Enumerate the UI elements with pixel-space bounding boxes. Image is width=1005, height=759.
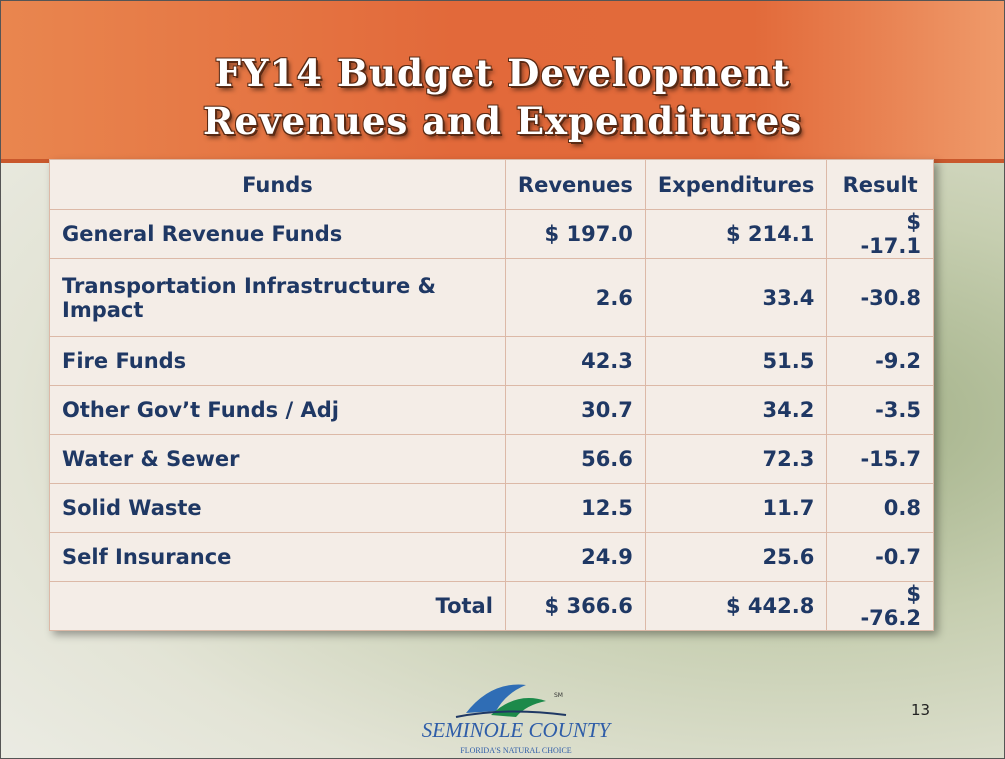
header-row: Funds Revenues Expenditures Result <box>49 159 934 210</box>
table-row: Water & Sewer 56.6 72.3 -15.7 <box>49 434 934 484</box>
fund-name: Self Insurance <box>49 532 506 582</box>
amount: 42.3 <box>504 336 646 386</box>
logo: SM SEMINOLE COUNTY FLORIDA'S NATURAL CHO… <box>422 684 613 755</box>
table-row: Other Gov’t Funds / Adj 30.7 34.2 -3.5 <box>49 385 934 435</box>
subtitle: Revenues and Expenditures <box>202 99 803 143</box>
amount: 24.9 <box>504 532 646 582</box>
amount: $ -17.1 <box>826 209 934 259</box>
table-row: Fire Funds 42.3 51.5 -9.2 <box>49 336 934 386</box>
amount: $ -76.2 <box>826 581 934 631</box>
amount: $ 366.6 <box>504 581 646 631</box>
logo-name: SEMINOLE COUNTY <box>422 718 613 742</box>
amount: 34.2 <box>644 385 828 435</box>
title: FY14 Budget Development <box>214 51 791 95</box>
amount: -0.7 <box>826 532 934 582</box>
amount: 11.7 <box>644 483 828 533</box>
budget-table: Funds Revenues Expenditures Result General R… <box>49 159 934 631</box>
amount: $ 442.8 <box>644 581 828 631</box>
fund-name: Fire Funds <box>49 336 506 386</box>
table-row: Total $ 366.6 $ 442.8 $ -76.2 <box>49 581 934 631</box>
amount: $ 197.0 <box>504 209 646 259</box>
amount: $ 214.1 <box>644 209 828 259</box>
page-number: 13 <box>911 701 931 719</box>
logo-shape <box>466 684 526 713</box>
fund-name: Water & Sewer <box>49 434 506 484</box>
amount: 25.6 <box>644 532 828 582</box>
amount: 33.4 <box>644 258 828 337</box>
amount: 30.7 <box>504 385 646 435</box>
fund-name: Other Gov’t Funds / Adj <box>49 385 506 435</box>
amount: 56.6 <box>504 434 646 484</box>
logo-mark: SM <box>554 692 563 699</box>
amount: 12.5 <box>504 483 646 533</box>
amount: -30.8 <box>826 258 934 337</box>
column-header: Funds <box>49 159 506 210</box>
column-header: Result <box>826 159 934 210</box>
column-header: Expenditures <box>644 159 828 210</box>
amount: -15.7 <box>826 434 934 484</box>
table-row: Solid Waste 12.5 11.7 0.8 <box>49 483 934 533</box>
table-row: Self Insurance 24.9 25.6 -0.7 <box>49 532 934 582</box>
amount: 0.8 <box>826 483 934 533</box>
fund-name: General Revenue Funds <box>49 209 506 259</box>
table-body: General Revenue Funds $ 197.0 $ 214.1 $ -17… <box>49 209 934 631</box>
table-row: Transportation Infrastructure & Impact 2.… <box>49 258 934 337</box>
amount: 2.6 <box>504 258 646 337</box>
fund-name: Solid Waste <box>49 483 506 533</box>
column-header: Revenues <box>504 159 646 210</box>
logo-line <box>455 710 567 718</box>
amount: -3.5 <box>826 385 934 435</box>
amount: 72.3 <box>644 434 828 484</box>
logo-tagline: FLORIDA'S NATURAL CHOICE <box>460 746 571 755</box>
amount: 51.5 <box>644 336 828 386</box>
table-row: General Revenue Funds $ 197.0 $ 214.1 $ -17… <box>49 209 934 259</box>
amount: -9.2 <box>826 336 934 386</box>
fund-name: Transportation Infrastructure & Impact <box>49 258 506 337</box>
fund-name: Total <box>49 581 506 631</box>
